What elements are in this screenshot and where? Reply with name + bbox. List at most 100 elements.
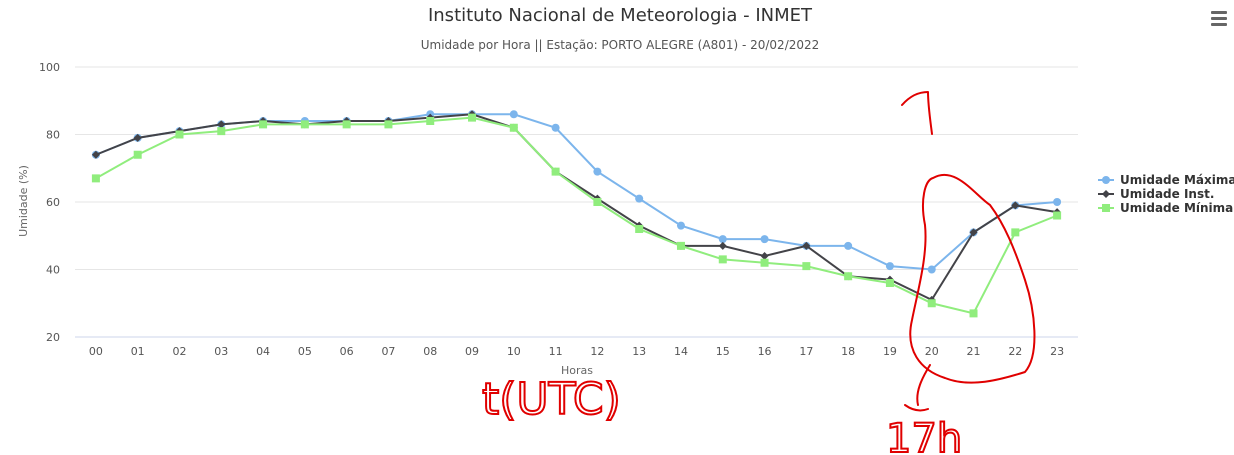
data-point[interactable] (593, 198, 602, 206)
data-point[interactable] (718, 235, 727, 244)
x-tick-label: 05 (298, 345, 312, 358)
data-point[interactable] (426, 117, 435, 125)
data-point[interactable] (676, 221, 685, 230)
data-point[interactable] (1053, 211, 1062, 220)
data-point[interactable] (844, 241, 853, 250)
series-line (95, 113, 1058, 302)
x-tick-label: 07 (381, 345, 395, 358)
series-1 (91, 110, 1062, 304)
data-point[interactable] (91, 150, 100, 159)
x-tick-label: 08 (423, 345, 437, 358)
handwritten-pointer (904, 364, 931, 412)
data-point[interactable] (1053, 198, 1062, 206)
data-point[interactable] (1011, 201, 1020, 210)
data-point[interactable] (885, 262, 894, 271)
x-tick-label: 19 (883, 345, 897, 358)
data-point[interactable] (1011, 228, 1020, 237)
series-line (95, 116, 1058, 315)
data-point[interactable] (844, 272, 853, 281)
x-tick-label: 15 (716, 345, 730, 358)
data-point[interactable] (676, 241, 685, 250)
series-2 (91, 113, 1062, 318)
data-point[interactable] (593, 167, 602, 176)
data-point[interactable] (718, 241, 727, 250)
data-point[interactable] (551, 123, 560, 132)
x-tick-label: 02 (172, 345, 186, 358)
x-tick-label: 13 (632, 345, 646, 358)
x-tick-label: 04 (256, 345, 270, 358)
legend-label: Umidade Máxima (1120, 173, 1234, 187)
legend-symbol (1102, 190, 1110, 198)
y-tick-label: 60 (46, 196, 60, 209)
x-tick-label: 01 (131, 345, 145, 358)
data-point[interactable] (885, 279, 894, 287)
handwritten-top-mark (901, 91, 933, 135)
y-axis-ticks: 20 40 60 80 100 (39, 61, 60, 344)
legend-item[interactable]: Umidade Máxima (1098, 173, 1234, 187)
data-point[interactable] (760, 258, 769, 267)
data-point[interactable] (718, 255, 727, 264)
series-group (91, 110, 1062, 318)
x-tick-label: 09 (465, 345, 479, 358)
x-axis-title: Horas (561, 364, 593, 377)
data-point[interactable] (927, 265, 936, 274)
data-point[interactable] (760, 252, 769, 260)
legend-item[interactable]: Umidade Mínima (1098, 201, 1233, 215)
data-point[interactable] (133, 150, 142, 159)
legend-label: Umidade Inst. (1120, 187, 1214, 201)
data-point[interactable] (509, 110, 518, 119)
grid-lines (75, 66, 1078, 338)
x-tick-label: 20 (925, 345, 939, 358)
data-point[interactable] (300, 120, 309, 129)
handwritten-loop (909, 174, 1036, 384)
handwritten-annotations (901, 91, 1036, 412)
data-point[interactable] (969, 309, 978, 318)
chart-title: Instituto Nacional de Meteorologia - INM… (428, 5, 813, 26)
data-point[interactable] (927, 299, 936, 308)
x-tick-label: 12 (590, 345, 604, 358)
legend-label: Umidade Mínima (1120, 201, 1233, 215)
data-point[interactable] (175, 130, 184, 139)
data-point[interactable] (635, 225, 644, 233)
data-point[interactable] (969, 228, 978, 237)
y-axis-title: Umidade (%) (17, 165, 30, 237)
x-tick-label: 03 (214, 345, 228, 358)
x-axis-ticks: 00 01 02 03 04 05 06 07 08 09 10 11 12 13 14 15 16 17 18 19… (89, 345, 1064, 358)
x-tick-label: 21 (967, 345, 981, 358)
x-tick-label: 11 (549, 345, 563, 358)
y-tick-label: 80 (46, 129, 60, 142)
legend-symbol (1102, 176, 1110, 184)
data-point[interactable] (384, 120, 393, 129)
y-tick-label: 100 (39, 61, 60, 74)
data-point[interactable] (760, 235, 769, 244)
data-point[interactable] (551, 167, 560, 176)
x-tick-label: 16 (758, 345, 772, 358)
handwritten-local-time: 17h (886, 416, 962, 455)
x-tick-label: 10 (507, 345, 521, 358)
data-point[interactable] (468, 113, 477, 122)
y-tick-label: 40 (46, 264, 60, 277)
series-line (95, 113, 1058, 271)
x-tick-label: 00 (89, 345, 103, 358)
handwritten-utc-label: t(UTC) (482, 374, 621, 425)
x-tick-label: 06 (340, 345, 354, 358)
legend-item[interactable]: Umidade Inst. (1098, 187, 1214, 201)
data-point[interactable] (509, 123, 518, 132)
x-tick-label: 22 (1008, 345, 1022, 358)
data-point[interactable] (802, 241, 811, 250)
y-tick-label: 20 (46, 331, 60, 344)
data-point[interactable] (635, 194, 644, 203)
data-point[interactable] (342, 120, 351, 129)
x-tick-label: 23 (1050, 345, 1064, 358)
data-point[interactable] (91, 174, 100, 183)
data-point[interactable] (133, 133, 142, 142)
x-tick-label: 14 (674, 345, 688, 358)
hamburger-menu-icon[interactable] (1208, 8, 1230, 28)
data-point[interactable] (802, 262, 811, 271)
data-point[interactable] (217, 127, 226, 136)
legend-symbol (1102, 204, 1110, 212)
data-point[interactable] (217, 120, 226, 129)
data-point[interactable] (259, 120, 268, 129)
